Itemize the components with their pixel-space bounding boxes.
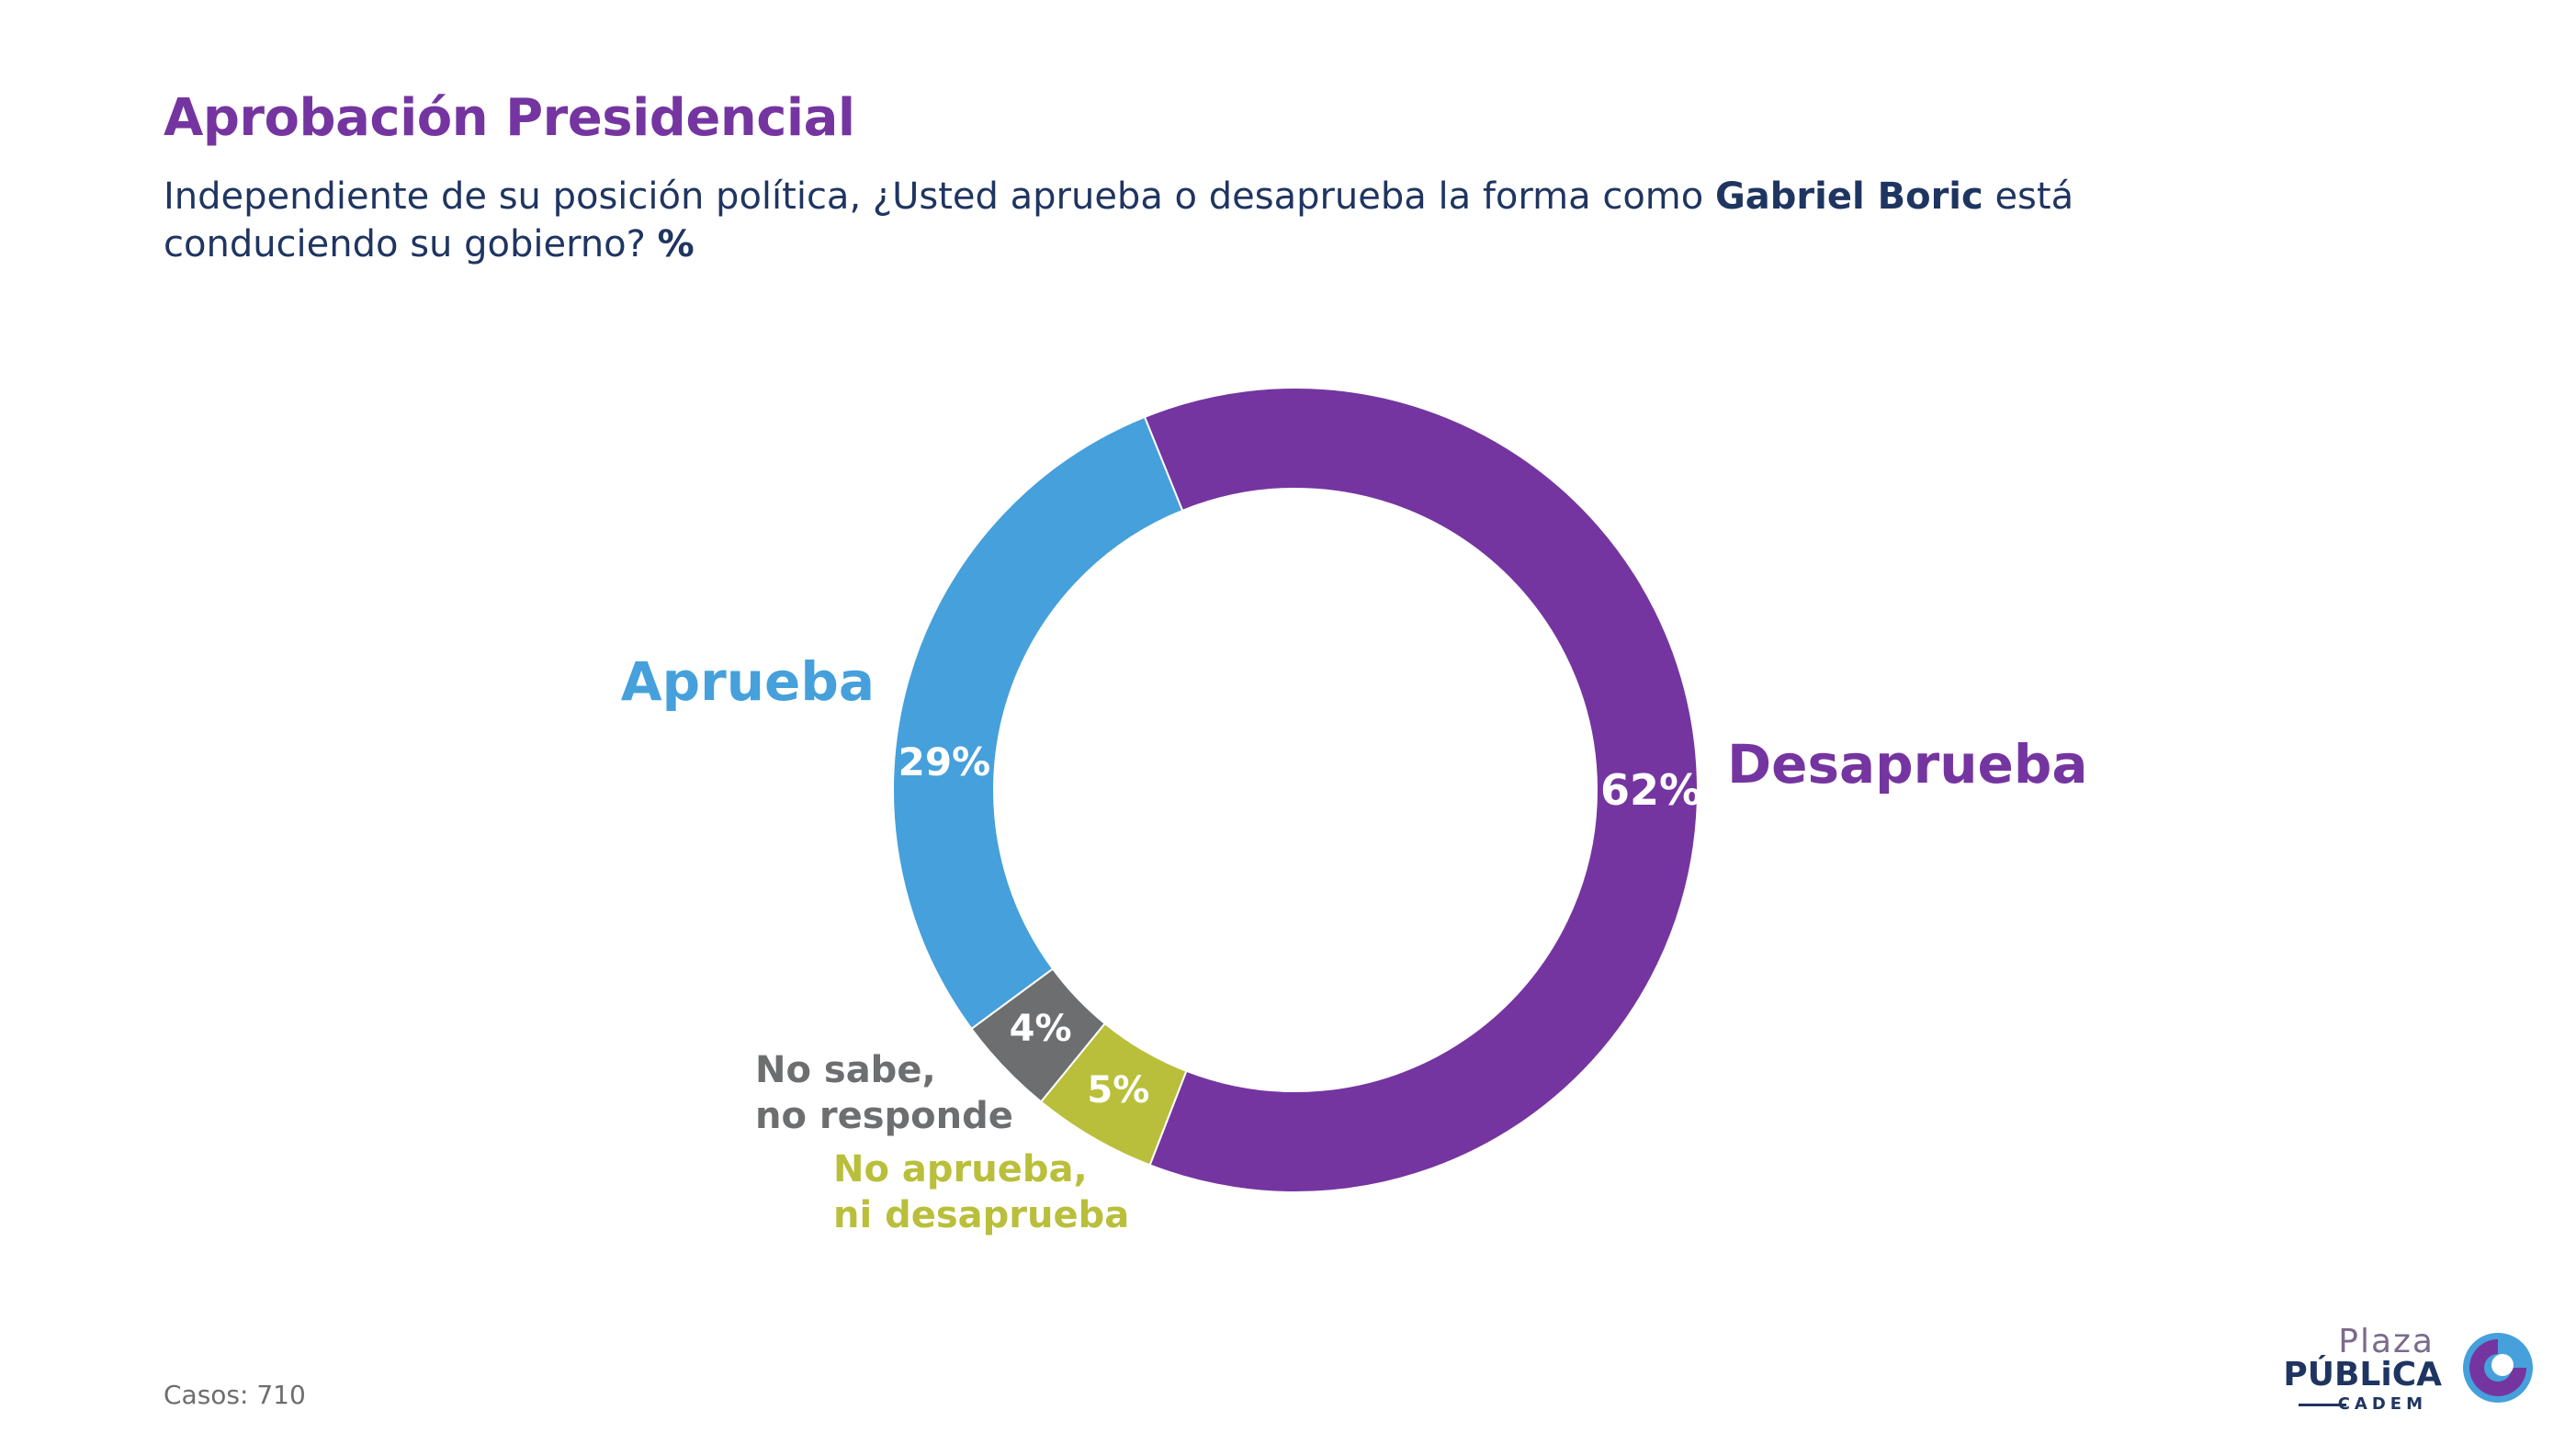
slice-category-label-4: Aprueba: [621, 650, 875, 713]
cases-note: Casos: 710: [164, 1380, 306, 1410]
logo-swirl-icon: [2463, 1333, 2533, 1403]
category-label-line: No sabe,: [755, 1049, 936, 1091]
slice-value-label-2: 5%: [1087, 1069, 1149, 1111]
category-label-line: Aprueba: [621, 650, 875, 713]
donut-slice-4: [892, 415, 1184, 1031]
slice-category-label-2: No aprueba, ni desaprueba: [833, 1148, 1129, 1236]
category-label-line: No aprueba,: [833, 1148, 1088, 1190]
slice-category-label-1: Desaprueba: [1727, 733, 2088, 795]
donut-slice-1: [1143, 387, 1699, 1193]
subtitle-text-start: Independiente de su posición política, ¿…: [164, 175, 1715, 218]
logo-line-cadem: CADEM: [2337, 1394, 2427, 1414]
chart-title: Aprobación Presidencial: [164, 88, 855, 148]
category-label-line: Desaprueba: [1727, 733, 2088, 795]
logo-underline: [2299, 1404, 2346, 1406]
logo-line-plaza: Plaza: [2338, 1323, 2435, 1360]
chart-subtitle: Independiente de su posición política, ¿…: [164, 173, 2185, 268]
slice-value-label-1: 62%: [1600, 765, 1701, 815]
subtitle-bold-name: Gabriel Boric: [1714, 175, 1983, 218]
plaza-publica-logo: Plaza PÚBLiCA CADEM: [2283, 1323, 2545, 1424]
slice-value-label-3: 4%: [1010, 1008, 1072, 1050]
logo-line-publica: PÚBLiCA: [2283, 1356, 2442, 1393]
subtitle-text-end: está conducie­ndo su gobierno?: [164, 175, 2074, 265]
subtitle-unit: %: [657, 223, 695, 265]
slice-category-label-3: No sabe, no responde: [755, 1049, 1013, 1137]
slice-value-label-4: 29%: [898, 739, 991, 784]
category-label-line: no responde: [755, 1095, 1013, 1137]
category-label-line: ni desaprueba: [833, 1194, 1129, 1236]
